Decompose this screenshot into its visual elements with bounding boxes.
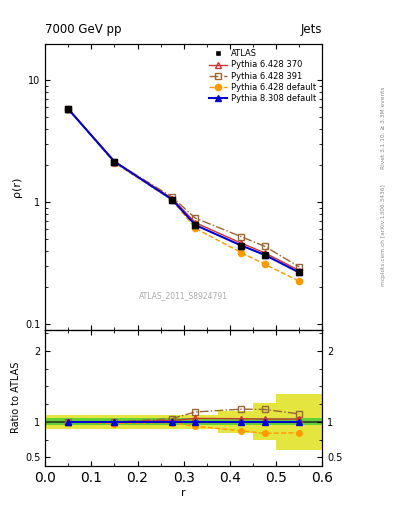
Text: Rivet 3.1.10, ≥ 3.3M events: Rivet 3.1.10, ≥ 3.3M events bbox=[381, 87, 386, 169]
Text: Jets: Jets bbox=[301, 24, 322, 36]
Text: mcplots.cern.ch [arXiv:1306.3436]: mcplots.cern.ch [arXiv:1306.3436] bbox=[381, 185, 386, 286]
Text: 7000 GeV pp: 7000 GeV pp bbox=[45, 24, 122, 36]
X-axis label: r: r bbox=[182, 487, 186, 498]
Text: ATLAS_2011_S8924791: ATLAS_2011_S8924791 bbox=[139, 291, 228, 300]
Y-axis label: ρ(r): ρ(r) bbox=[12, 177, 22, 197]
Legend: ATLAS, Pythia 6.428 370, Pythia 6.428 391, Pythia 6.428 default, Pythia 8.308 de: ATLAS, Pythia 6.428 370, Pythia 6.428 39… bbox=[206, 47, 319, 105]
Y-axis label: Ratio to ATLAS: Ratio to ATLAS bbox=[11, 362, 21, 434]
